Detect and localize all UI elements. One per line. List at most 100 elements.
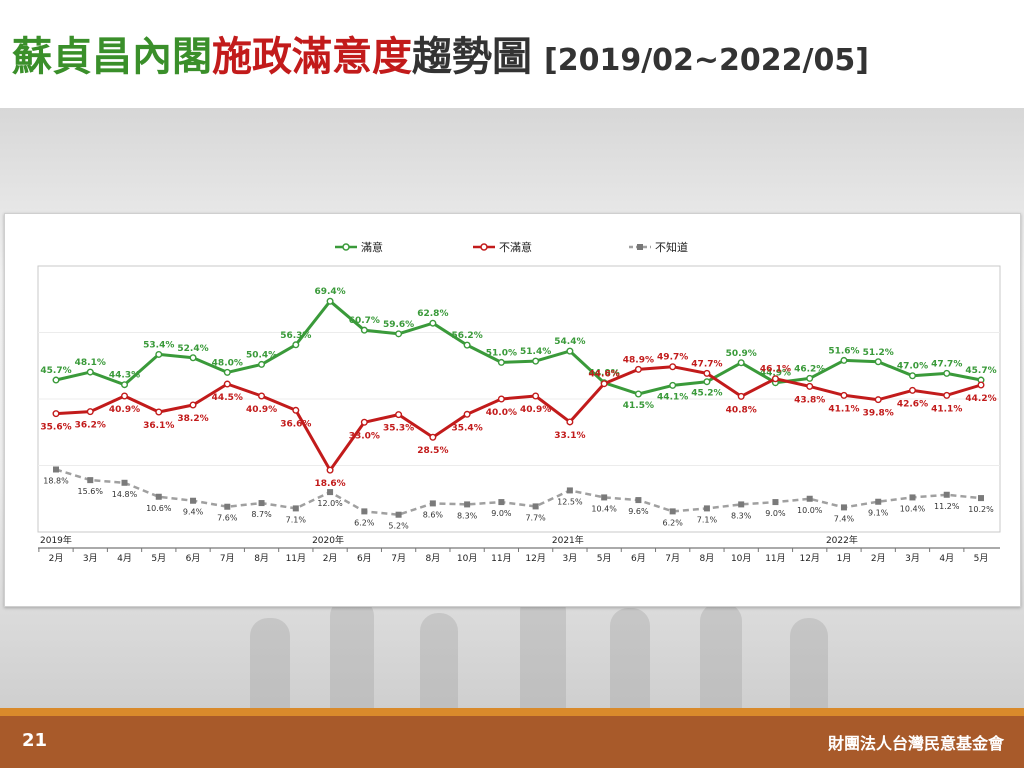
data-point xyxy=(258,360,266,368)
x-tick-label: 3月 xyxy=(83,553,98,564)
data-label: 50.9% xyxy=(726,349,757,359)
data-label: 44.3% xyxy=(109,371,140,381)
data-point xyxy=(532,357,540,365)
legend-marker xyxy=(342,243,350,251)
x-tick-label: 8月 xyxy=(425,553,440,564)
data-point xyxy=(566,347,574,355)
data-point xyxy=(669,363,677,371)
x-tick-label: 6月 xyxy=(186,553,201,564)
data-point xyxy=(634,365,642,373)
slide-title: 蘇貞昌內閣施政滿意度趨勢圖 [2019/02~2022/05] xyxy=(12,22,869,92)
data-point xyxy=(87,477,94,484)
data-label: 8.6% xyxy=(423,510,444,519)
data-point xyxy=(703,505,710,512)
data-point xyxy=(395,411,403,419)
data-label: 40.0% xyxy=(486,408,517,418)
data-label: 51.2% xyxy=(863,348,894,358)
data-point xyxy=(258,500,265,507)
title-cabinet: 蘇貞昌內閣 xyxy=(12,34,212,80)
data-label: 62.8% xyxy=(417,309,448,319)
data-label: 39.8% xyxy=(863,409,894,419)
data-point xyxy=(361,508,368,515)
data-label: 48.1% xyxy=(75,358,106,368)
data-point xyxy=(840,504,847,511)
data-point xyxy=(497,395,505,403)
chart-legend: 滿意 不滿意 不知道 xyxy=(335,240,688,254)
x-tick-label: 11月 xyxy=(286,553,306,564)
data-point xyxy=(429,319,437,327)
data-label: 8.7% xyxy=(251,510,272,519)
legend-label: 滿意 xyxy=(361,240,383,254)
data-label: 40.9% xyxy=(109,405,140,415)
year-label: 2020年 xyxy=(312,534,344,546)
data-label: 7.1% xyxy=(286,515,307,524)
data-point xyxy=(566,487,573,494)
data-point xyxy=(395,511,402,518)
data-point xyxy=(703,378,711,386)
data-point xyxy=(943,391,951,399)
data-point xyxy=(874,358,882,366)
data-point xyxy=(497,358,505,366)
data-label: 47.0% xyxy=(897,362,928,372)
data-point xyxy=(943,369,951,377)
data-label: 9.4% xyxy=(183,508,204,517)
data-label: 6.2% xyxy=(663,518,684,527)
year-label: 2021年 xyxy=(552,534,584,546)
x-tick-label: 7月 xyxy=(391,553,406,564)
data-point xyxy=(977,381,985,389)
x-tick-label: 10月 xyxy=(731,553,751,564)
x-tick-label: 4月 xyxy=(117,553,132,564)
data-point xyxy=(223,380,231,388)
title-bar: 蘇貞昌內閣施政滿意度趨勢圖 [2019/02~2022/05] xyxy=(0,0,1024,108)
data-point xyxy=(703,369,711,377)
data-point xyxy=(600,380,608,388)
crowd-silhouette xyxy=(610,608,650,708)
chart-series xyxy=(52,297,985,518)
data-label: 51.4% xyxy=(520,347,551,357)
data-label: 7.1% xyxy=(697,515,718,524)
data-point xyxy=(429,500,436,507)
data-label: 10.4% xyxy=(900,504,926,513)
data-point xyxy=(806,382,814,390)
data-label: 35.4% xyxy=(451,423,482,433)
data-label: 14.8% xyxy=(112,490,138,499)
x-tick-label: 2月 xyxy=(323,553,338,564)
x-tick-label: 12月 xyxy=(525,553,545,564)
x-tick-label: 12月 xyxy=(799,553,819,564)
data-point xyxy=(360,418,368,426)
data-point xyxy=(53,466,59,473)
data-label: 56.3% xyxy=(280,331,311,341)
data-label: 44.6% xyxy=(589,370,620,380)
data-point xyxy=(635,497,642,504)
data-label: 60.7% xyxy=(349,316,380,326)
data-point xyxy=(189,401,197,409)
data-label: 42.6% xyxy=(897,399,928,409)
data-label: 11.2% xyxy=(934,502,960,511)
data-point xyxy=(155,493,162,500)
data-label: 38.2% xyxy=(177,414,208,424)
data-point xyxy=(224,503,231,510)
data-point xyxy=(737,359,745,367)
data-point xyxy=(52,410,60,418)
x-tick-label: 6月 xyxy=(631,553,646,564)
legend-marker xyxy=(637,244,643,250)
data-label: 46.2% xyxy=(794,364,825,374)
data-point xyxy=(463,341,471,349)
data-label: 10.2% xyxy=(968,505,994,514)
data-point xyxy=(464,501,471,508)
crowd-silhouette xyxy=(420,613,458,708)
data-point xyxy=(806,495,813,502)
data-label: 40.9% xyxy=(520,405,551,415)
data-label: 45.7% xyxy=(40,366,71,376)
data-point xyxy=(772,499,779,506)
data-point xyxy=(395,330,403,338)
series-line xyxy=(55,468,982,516)
data-point xyxy=(908,386,916,394)
data-point xyxy=(121,381,129,389)
data-label: 50.4% xyxy=(246,350,277,360)
data-point xyxy=(771,375,779,383)
data-label: 12.0% xyxy=(317,499,343,508)
data-point xyxy=(86,368,94,376)
data-label: 69.4% xyxy=(314,287,345,297)
data-point xyxy=(737,392,745,400)
